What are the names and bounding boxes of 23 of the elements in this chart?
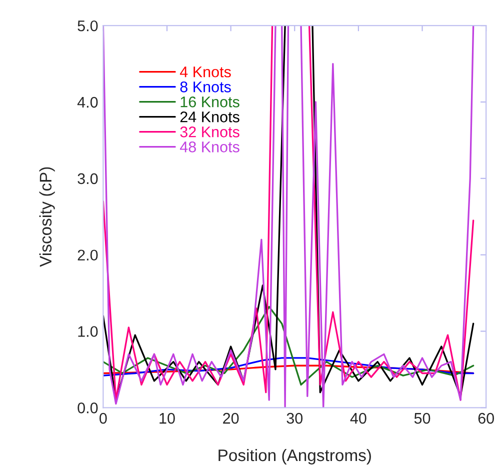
legend-label: 8 Knots [180, 82, 231, 92]
legend-label: 32 Knots [180, 126, 240, 138]
y-tick-label: 1.0 [78, 326, 98, 337]
line-series [103, 306, 474, 386]
x-tick-label: 20 [223, 412, 239, 424]
x-tick-label: 50 [414, 412, 430, 424]
y-tick-label: 4.0 [77, 96, 98, 108]
legend-label: 4 Knots [180, 66, 231, 78]
y-tick-label: 3.0 [78, 173, 98, 184]
x-tick-label: 40 [350, 412, 366, 424]
y-axis-title: Viscosity (cP) [39, 167, 55, 267]
x-axis-title: Position (Angstroms) [218, 448, 371, 464]
y-tick-label: 0.0 [78, 402, 98, 414]
x-tick-label: 0 [100, 412, 107, 424]
x-tick-label: 30 [286, 412, 303, 424]
legend-label: 48 Knots [180, 142, 240, 152]
legend-label: 16 Knots [180, 96, 240, 108]
line-series [103, 357, 474, 376]
y-tick-label: 2.0 [78, 250, 98, 261]
legend-label: 24 Knots [180, 112, 240, 122]
y-tick-label: 5.0 [78, 20, 98, 32]
x-tick-label: 60 [478, 412, 494, 424]
x-tick-label: 10 [160, 412, 175, 424]
